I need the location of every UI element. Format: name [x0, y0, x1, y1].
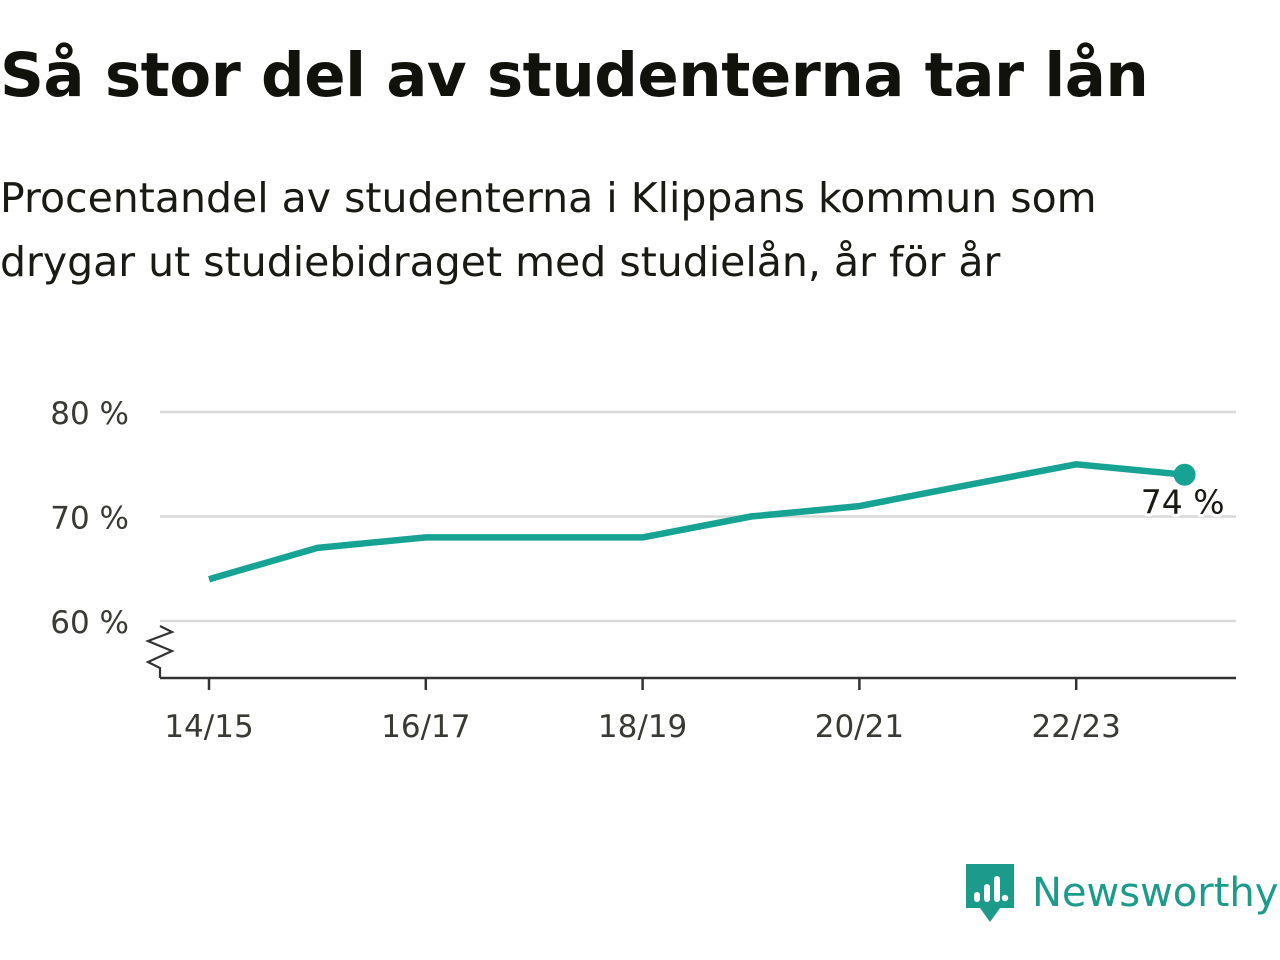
y-tick-label: 60 %: [50, 605, 129, 641]
last-value-label: 74 %: [1141, 483, 1225, 522]
last-value-label-halo: 74 %: [1141, 483, 1225, 522]
x-tick-label: 22/23: [1032, 709, 1121, 745]
chart-title: Så stor del av studenterna tar lån: [0, 40, 1149, 111]
newsworthy-logo-icon: [966, 864, 1014, 922]
y-tick-label: 70 %: [50, 501, 129, 537]
chart-subtitle: Procentandel av studenterna i Klippans k…: [0, 174, 1097, 286]
x-tick-label: 16/17: [381, 709, 470, 745]
x-tick-label: 18/19: [598, 709, 687, 745]
x-tick-label: 20/21: [815, 709, 904, 745]
last-point-marker: [1173, 463, 1196, 486]
axis-break-mark: [145, 625, 175, 678]
series-line: [208, 461, 1185, 583]
x-tick-label: 14/15: [164, 709, 253, 745]
brand-name: Newsworthy: [1032, 870, 1279, 916]
brand-logo: Newsworthy: [964, 862, 1278, 924]
y-tick-label: 80 %: [50, 396, 129, 432]
